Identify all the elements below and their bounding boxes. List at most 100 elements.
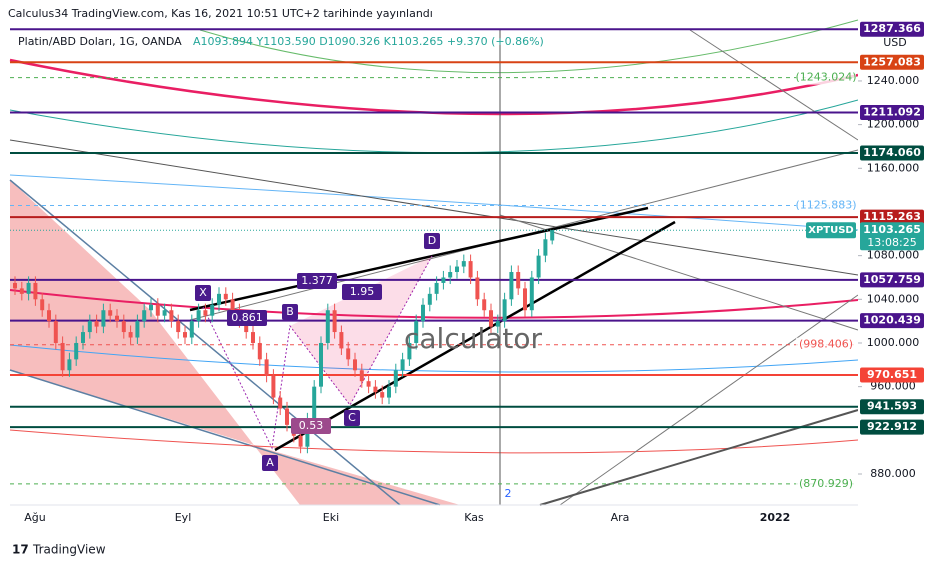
candle-body — [87, 321, 92, 333]
pattern-ratio: 1.377 — [301, 274, 333, 287]
candle-body — [353, 359, 357, 371]
badge: 2 — [505, 487, 512, 500]
arc — [9, 174, 859, 231]
y-tick-label: 1160.000 — [867, 161, 920, 174]
candle-body — [47, 310, 51, 322]
candle-body — [387, 386, 391, 398]
level-label: (1125.883) — [795, 199, 856, 212]
candle-body — [339, 332, 344, 349]
x-tick-label: Kas — [464, 511, 484, 524]
pattern-ratio: 0.53 — [299, 419, 324, 432]
candle-body — [455, 266, 459, 273]
candle-body — [509, 272, 514, 300]
pattern-point: X — [199, 286, 207, 299]
fan-line — [9, 139, 859, 276]
pattern-point-box — [344, 410, 360, 426]
candle-body — [434, 282, 439, 294]
candle-body — [312, 386, 317, 420]
candle-body — [251, 332, 255, 343]
symbol-label: XPTUSD — [808, 225, 853, 236]
candle-body — [19, 288, 24, 294]
candle-body — [67, 359, 72, 371]
wedge-line — [274, 220, 676, 452]
candle-body — [264, 359, 269, 376]
candle-body — [135, 321, 140, 338]
x-tick-label: Ara — [611, 511, 630, 524]
pattern-point: C — [348, 411, 356, 424]
y-tick-label: 960.000 — [870, 380, 916, 393]
candle-body — [502, 299, 507, 322]
candle-body — [461, 261, 466, 267]
candle-body — [346, 348, 351, 360]
candle-body — [189, 321, 194, 338]
arc — [9, 429, 859, 454]
candle-body — [183, 332, 187, 338]
candle-body — [421, 304, 425, 322]
candle-body — [149, 304, 153, 311]
ratio-box — [342, 284, 382, 300]
candle-body — [441, 277, 446, 283]
candle-body — [210, 304, 215, 316]
candle-body — [278, 397, 283, 409]
pattern-point-box — [424, 233, 440, 249]
pattern-ratio: 0.861 — [231, 311, 263, 324]
candle-body — [223, 293, 228, 300]
fan-line — [559, 294, 859, 506]
pattern-point: D — [428, 234, 436, 247]
candle-body — [495, 321, 500, 327]
level-label: 941.593 — [867, 400, 917, 413]
level-label: 1115.263 — [863, 210, 921, 223]
level-label: 922.912 — [867, 420, 917, 433]
symbol-box — [806, 222, 856, 239]
level-label: (998.406) — [799, 338, 853, 351]
y-tick-label: 1080.000 — [867, 249, 920, 262]
watermark: calculator — [404, 322, 543, 355]
candle-body — [380, 392, 385, 398]
level-label: 1174.060 — [863, 146, 921, 159]
candle-body — [468, 261, 473, 278]
level-label: 1211.092 — [863, 106, 921, 119]
candle-body — [40, 299, 45, 311]
price-axis — [858, 22, 940, 510]
level-label: 1020.439 — [863, 314, 921, 327]
candle-body — [33, 282, 38, 300]
level-label: 1057.759 — [863, 273, 921, 286]
y-tick-label: 1040.000 — [867, 292, 920, 305]
candle-body — [121, 321, 126, 333]
candle-body — [373, 386, 378, 393]
candle-body — [536, 255, 541, 278]
candle-body — [298, 435, 303, 447]
x-tick-label: 2022 — [760, 511, 791, 524]
candle-body — [359, 370, 364, 382]
arc — [199, 19, 859, 74]
drawings — [9, 19, 859, 506]
candle-body — [13, 282, 17, 289]
candle-body — [325, 310, 330, 343]
candle-body — [393, 370, 398, 387]
arc — [9, 289, 859, 319]
publisher: Calculus34 TradingView.com, Kas 16, 2021… — [8, 7, 433, 20]
candle-body — [203, 310, 208, 316]
candle-body — [53, 321, 58, 343]
candle-body — [176, 321, 181, 333]
candle-body — [523, 288, 527, 311]
channel-fill — [10, 180, 460, 505]
level-label-bg — [860, 105, 924, 121]
candle-body — [257, 342, 262, 360]
ratio-box — [297, 273, 337, 289]
candle-body — [244, 321, 249, 333]
level-label-bg — [860, 145, 924, 161]
arc — [9, 344, 859, 373]
candle-body — [400, 359, 405, 371]
candle-body — [169, 310, 174, 322]
level-label: (870.929) — [799, 477, 853, 490]
candle-body — [128, 332, 133, 338]
brand: TradingView — [32, 543, 106, 557]
candle-body — [427, 293, 432, 305]
level-label-bg — [860, 313, 924, 329]
level-label-bg — [860, 399, 924, 415]
level-label: (1243.024) — [795, 71, 856, 84]
fan-line — [689, 29, 859, 141]
